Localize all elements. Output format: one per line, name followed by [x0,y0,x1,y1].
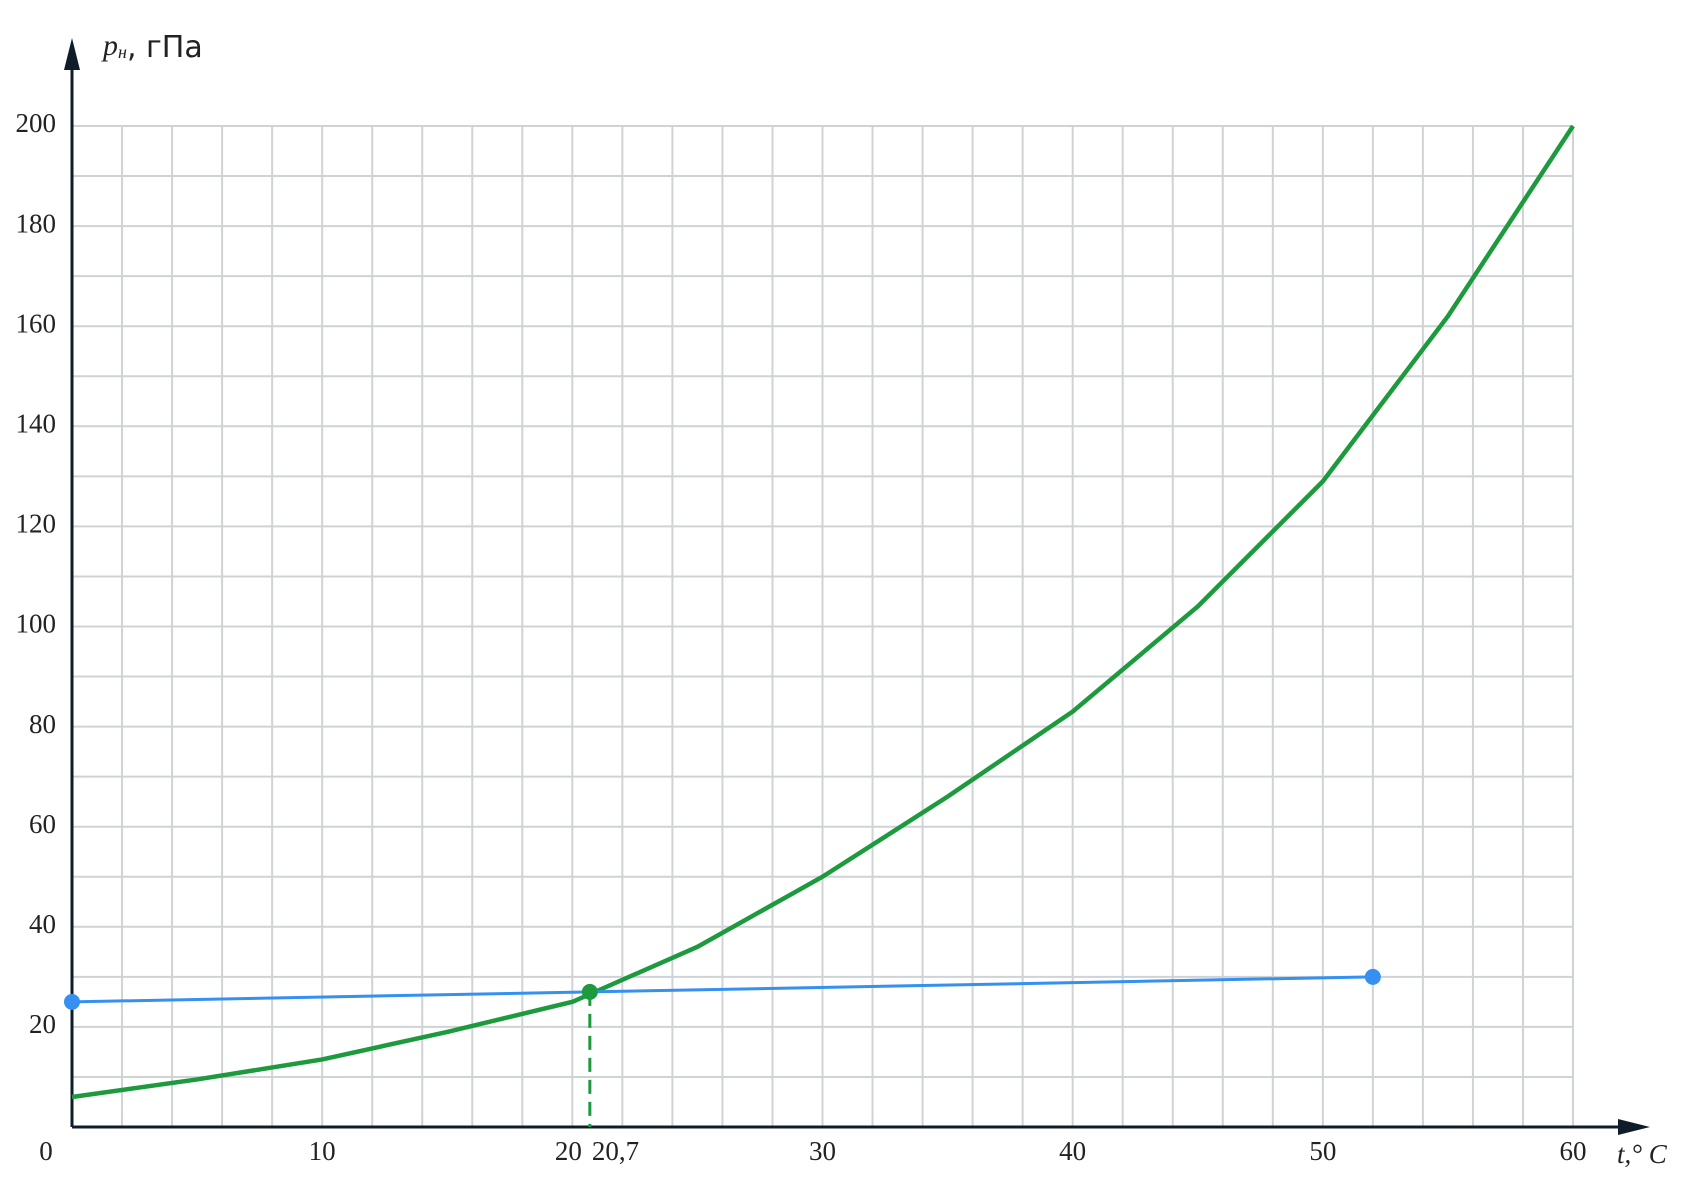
x-tick-label: 0 [39,1136,53,1166]
x-tick-label: 10 [309,1136,336,1166]
y-tick-label: 20 [29,1009,56,1039]
point [64,993,80,1010]
y-tick-label: 120 [16,509,57,539]
x-tick-label: 30 [809,1136,836,1166]
y-tick-label: 160 [16,308,57,338]
x-tick-label: 60 [1560,1136,1587,1166]
y-axis-label: pн, гПа [101,29,203,65]
x-tick-label: 20 [555,1136,582,1166]
series-line [71,975,1373,1004]
y-tick-label: 60 [29,809,56,839]
point [581,983,598,1000]
x-tick-label: 50 [1309,1136,1336,1166]
x-tick-label: 40 [1059,1136,1086,1166]
y-tick-label: 180 [16,208,57,238]
y-tick-label: 140 [16,409,57,439]
x-axis-label: t,° C [1617,1139,1668,1169]
x-axis-arrow [1618,1119,1650,1135]
series-line [71,124,1575,1100]
y-label-unit: , гПа [127,30,203,65]
y-tick-label: 200 [16,108,57,138]
y-label-subscript: н [118,42,127,62]
point [1364,968,1381,985]
y-axis-arrow [64,38,80,70]
y-tick-label: 40 [29,909,56,939]
y-tick-label: 80 [29,709,56,739]
y-tick-label: 100 [16,609,57,639]
y-label-symbol: p [101,29,118,62]
x-tick-label: 20,7 [592,1136,639,1166]
